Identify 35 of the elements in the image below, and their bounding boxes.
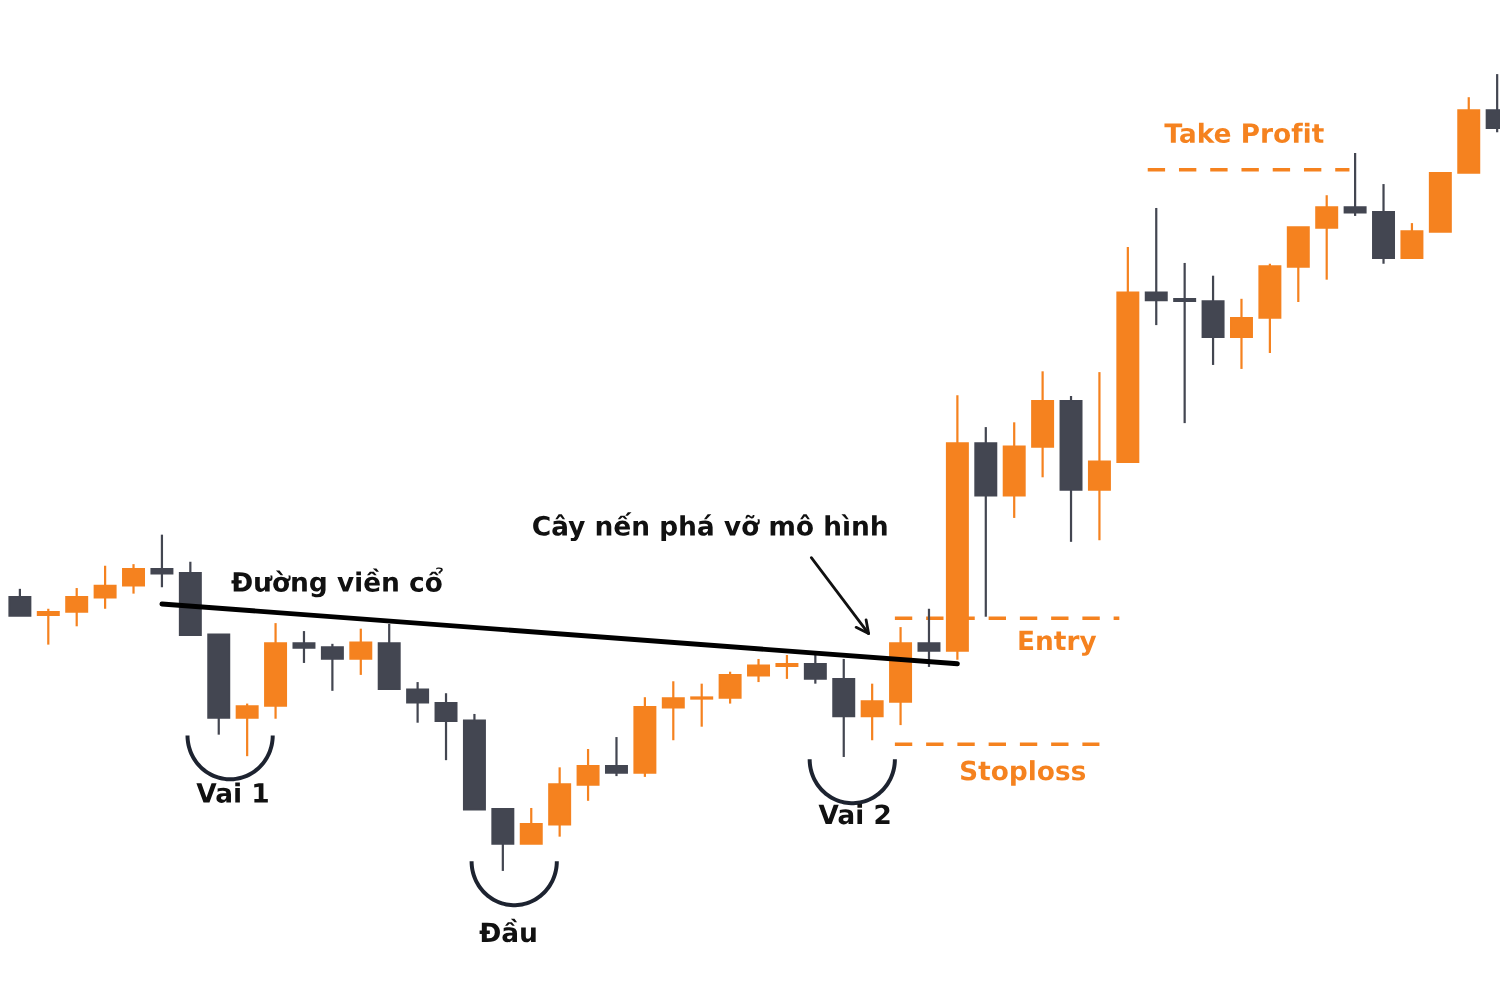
candlestick <box>604 735 628 778</box>
ref-line-label: Stoploss <box>961 760 1086 786</box>
candlestick <box>576 747 600 802</box>
candlestick <box>36 607 60 646</box>
candlestick <box>292 629 316 665</box>
candlestick <box>661 680 685 742</box>
candlestick <box>690 682 714 728</box>
candlestick <box>1343 151 1367 218</box>
annotation: Vai 2 <box>818 803 890 825</box>
ref-line-label: Take Profit <box>1164 122 1324 144</box>
candlestick <box>150 533 174 589</box>
candlestick <box>917 607 941 669</box>
candlestick <box>122 563 146 595</box>
candlestick <box>434 692 458 762</box>
candlestick <box>235 702 259 758</box>
candlestick <box>8 587 32 618</box>
candlestick <box>860 682 884 742</box>
text: Đầu <box>479 918 536 943</box>
candlestick <box>65 586 89 628</box>
candlestick <box>1315 194 1339 281</box>
candlestick <box>406 680 430 724</box>
candlestick <box>747 657 771 684</box>
candlestick <box>320 642 344 692</box>
candlestick <box>1144 206 1168 327</box>
candlestick <box>718 670 742 705</box>
series-label: Đường viền cổ <box>231 567 443 598</box>
candlestick <box>775 653 799 680</box>
annotation: Vai 1 <box>196 782 268 803</box>
candlestick <box>519 806 543 845</box>
candlestick <box>1229 297 1253 371</box>
ref-line-label: Entry <box>1019 630 1097 656</box>
candlestick <box>93 564 117 610</box>
annotation: Cây nến phá vỡ mô hình <box>533 512 887 542</box>
candlestick <box>1173 261 1197 425</box>
candlestick <box>349 627 373 677</box>
